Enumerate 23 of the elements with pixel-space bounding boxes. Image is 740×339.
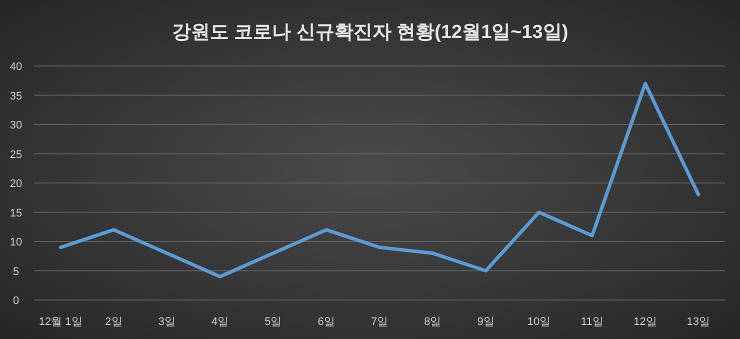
xtick: 11일 bbox=[580, 316, 604, 328]
ytick: 5 bbox=[12, 266, 20, 278]
ytick: 35 bbox=[10, 90, 22, 102]
xtick: 12일 bbox=[634, 316, 657, 328]
xtick: 8일 bbox=[424, 316, 442, 328]
ytick: 25 bbox=[10, 148, 22, 161]
ytick: 20 bbox=[10, 178, 22, 190]
ytick: 30 bbox=[10, 120, 22, 132]
xtick: 10일 bbox=[527, 316, 551, 328]
xtick: 9일 bbox=[477, 316, 494, 328]
title: 강원도 코로나 신규확진자 현황(12월1일~13일) bbox=[172, 22, 568, 43]
ytick: 40 bbox=[10, 61, 22, 73]
ytick: 0 bbox=[12, 295, 20, 307]
xtick: 6일 bbox=[318, 316, 335, 328]
xtick: 13일 bbox=[686, 316, 710, 328]
ytick: 15 bbox=[10, 207, 22, 220]
ytick: 10 bbox=[10, 236, 22, 248]
xtick: 3일 bbox=[158, 316, 176, 328]
xtick: 7일 bbox=[370, 316, 388, 328]
xtick: 4일 bbox=[211, 316, 229, 328]
xtick: 2일 bbox=[105, 316, 122, 328]
xtick: 5일 bbox=[264, 316, 282, 328]
xtick: 12월 1일 bbox=[38, 316, 82, 328]
